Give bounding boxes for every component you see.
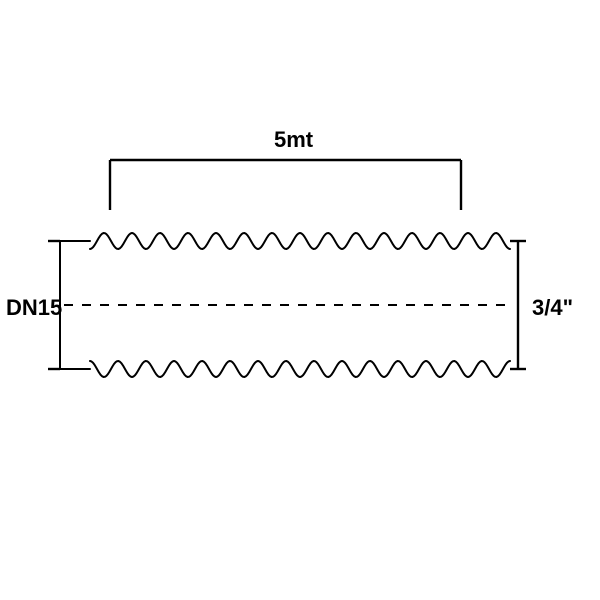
length-label: 5mt xyxy=(274,127,313,153)
diagram-canvas: 5mt DN15 3/4" xyxy=(0,0,600,600)
corrugated-tube-diagram xyxy=(0,0,600,600)
thread-size-label: 3/4" xyxy=(532,295,573,321)
dn-label: DN15 xyxy=(6,295,62,321)
